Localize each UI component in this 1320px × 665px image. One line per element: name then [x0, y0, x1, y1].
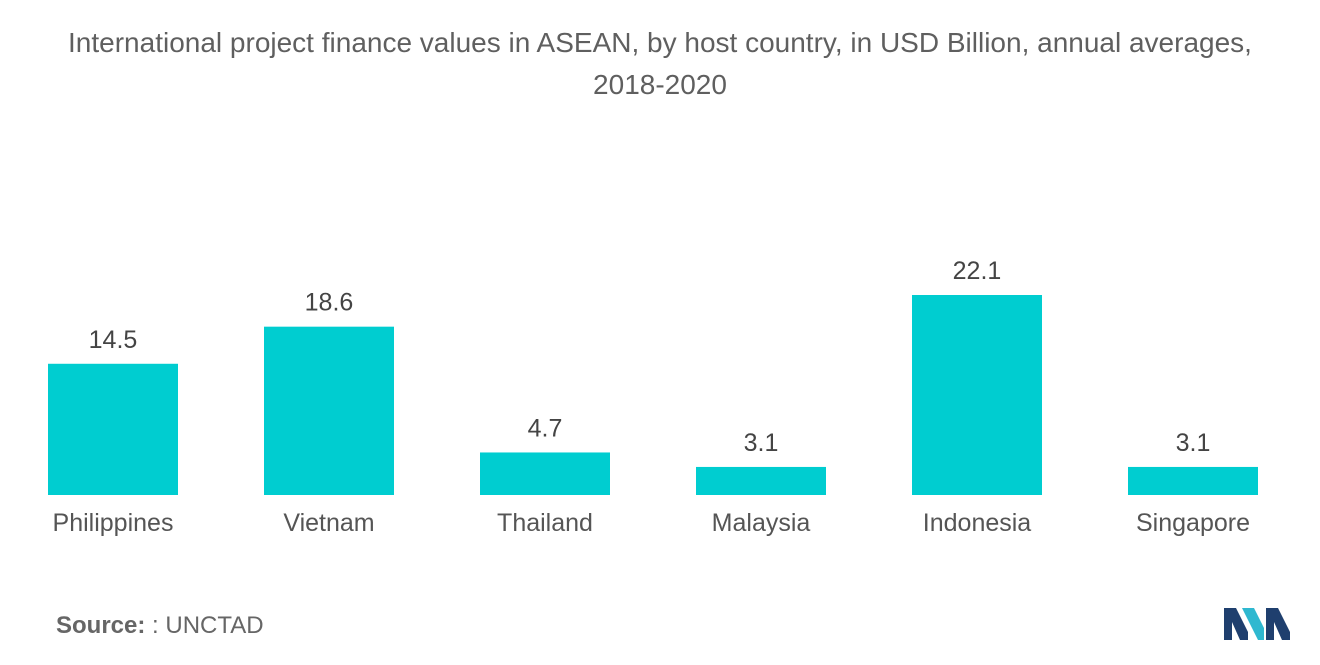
category-label-thailand: Thailand	[497, 509, 593, 537]
source-label: Source:	[56, 612, 146, 639]
chart-title: International project finance values in …	[68, 27, 1252, 100]
value-label-malaysia: 3.1	[744, 429, 779, 457]
mordor-intelligence-logo-icon	[1224, 608, 1290, 640]
logo-shape-left	[1224, 608, 1248, 640]
bars-group: 14.5 Philippines 18.6 Vietnam 4.7 Thailand 3.1…	[48, 257, 1258, 537]
value-label-vietnam: 18.6	[305, 289, 354, 317]
bar-indonesia	[912, 295, 1042, 495]
bar-malaysia	[696, 466, 826, 495]
source-value: : UNCTAD	[152, 612, 264, 639]
value-label-indonesia: 22.1	[953, 257, 1002, 285]
logo-shape-right	[1266, 608, 1290, 640]
logo-shape-mid	[1242, 608, 1264, 640]
category-label-philippines: Philippines	[53, 509, 174, 537]
bar-singapore	[1128, 466, 1258, 495]
bar-chart: 14.5 Philippines 18.6 Vietnam 4.7 Thailand 3.1…	[48, 257, 1258, 537]
value-label-thailand: 4.7	[528, 414, 563, 442]
category-label-vietnam: Vietnam	[283, 509, 374, 537]
bar-vietnam	[264, 326, 394, 495]
bar-philippines	[48, 363, 178, 495]
value-label-singapore: 3.1	[1176, 429, 1211, 457]
value-label-philippines: 14.5	[89, 326, 138, 354]
bar-thailand	[480, 452, 610, 495]
category-label-singapore: Singapore	[1136, 509, 1250, 537]
category-label-malaysia: Malaysia	[712, 509, 811, 537]
category-label-indonesia: Indonesia	[923, 509, 1032, 537]
source-note: Source: : UNCTAD	[56, 612, 264, 640]
